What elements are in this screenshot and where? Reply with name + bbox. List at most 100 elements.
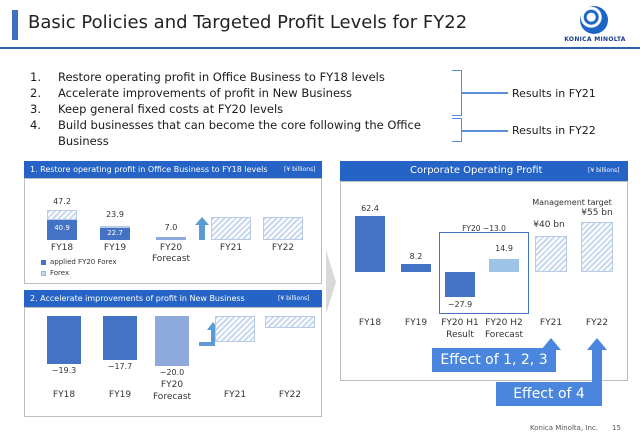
office-up-arrow-icon: [195, 217, 209, 225]
new-fy21-label: FY21: [223, 390, 247, 400]
office-fy18-value: 47.2: [53, 197, 71, 206]
new-fy18-value: −19.3: [51, 366, 77, 375]
corp-fy18-label: FY18: [358, 318, 382, 328]
corp-fy21-label: FY21: [539, 318, 563, 328]
policy-text: Restore operating profit in Office Busin…: [58, 70, 385, 84]
office-fy19-label: FY19: [103, 243, 127, 253]
new-arrow-vertical: [211, 330, 215, 346]
new-fy21-bar: [215, 316, 255, 342]
corp-fy22-value: ¥55 bn: [581, 208, 613, 218]
policy-number: 3.: [30, 102, 41, 116]
panel-new-chart: −19.3 FY18 −17.7 FY19 −20.0 FY20 Forecas…: [24, 307, 322, 417]
policy-item-4: 4. Build businesses that can become the c…: [30, 118, 421, 132]
panel-connector-chevron-icon: [326, 250, 336, 314]
panel-office-chart: 47.2 40.9 FY18 23.9 22.7 FY19 7.0 FY20 F…: [24, 178, 322, 284]
logo-globe-icon: [580, 6, 608, 34]
corp-fy19-label: FY19: [404, 318, 428, 328]
office-fy20-bar: [156, 237, 186, 240]
panel-corp-title: Corporate Operating Profit: [410, 165, 543, 176]
new-fy20-label: FY20: [160, 380, 184, 390]
new-fy20-value: −20.0: [159, 368, 185, 377]
office-fy22-label: FY22: [271, 243, 295, 253]
new-fy22-label: FY22: [278, 390, 302, 400]
effect-123-box: Effect of 1, 2, 3: [432, 348, 556, 372]
panel-corp-chart: 62.4 FY18 8.2 FY19 FY20 −13.0 −27.9 FY20…: [340, 181, 628, 381]
panel-new-unit: [¥ billions]: [278, 295, 310, 302]
office-arrow-shaft: [199, 225, 205, 240]
panel-office-title: 1. Restore operating profit in Office Bu…: [30, 165, 268, 174]
office-fy18-forex-bar: [47, 210, 77, 220]
policy-item-1: 1. Restore operating profit in Office Bus…: [30, 70, 385, 84]
footer-company: Konica Minolta, Inc.: [530, 424, 598, 432]
policy-text: Accelerate improvements of profit in New…: [58, 86, 353, 100]
corp-fy20-total: FY20 −13.0: [462, 224, 506, 233]
office-fy21-bar: [211, 217, 251, 240]
corp-h1-bar: [445, 272, 475, 297]
title-accent-bar: [12, 10, 18, 40]
new-fy19-label: FY19: [108, 390, 132, 400]
office-fy20-label: FY20: [159, 243, 183, 253]
new-fy19-bar: [103, 316, 137, 360]
office-fy21-label: FY21: [219, 243, 243, 253]
header-divider: [0, 47, 640, 49]
corp-fy18-value: 62.4: [361, 204, 379, 213]
policy-item-4-continued: Business: [58, 134, 109, 148]
office-fy18-bar: [47, 220, 77, 240]
office-fy22-bar: [263, 217, 303, 240]
panel-office-header: 1. Restore operating profit in Office Bu…: [24, 161, 322, 178]
corp-fy18-bar: [355, 216, 385, 272]
results-fy22-label: Results in FY22: [512, 124, 596, 137]
effect4-arrow-shaft: [592, 350, 602, 384]
bracket-fy21: [452, 70, 462, 116]
panel-corp-header: Corporate Operating Profit [¥ billions]: [340, 161, 628, 181]
corp-h1-label-2: Result: [446, 330, 474, 340]
slide-header: Basic Policies and Targeted Profit Level…: [0, 0, 640, 50]
bracket-fy22: [452, 118, 462, 142]
office-fy20-label-2: Forecast: [151, 254, 191, 264]
corp-fy19-value: 8.2: [409, 252, 423, 261]
corp-h2-label: FY20 H2: [485, 318, 523, 328]
policy-item-3: 3. Keep general fixed costs at FY20 level…: [30, 102, 283, 116]
panel-new-header: 2. Accelerate improvements of profit in …: [24, 290, 322, 307]
new-fy20-bar: [155, 316, 189, 366]
results-fy21-label: Results in FY21: [512, 87, 596, 100]
panel-new-title: 2. Accelerate improvements of profit in …: [30, 294, 245, 303]
bracket-line-fy22: [462, 130, 508, 132]
corp-h2-bar: [489, 259, 519, 272]
policy-number: 2.: [30, 86, 41, 100]
legend-applied-label: applied FY20 Forex: [50, 258, 117, 266]
corp-fy22-bar: [581, 222, 613, 272]
corp-h1-value: −27.9: [447, 300, 473, 309]
policy-text: Build businesses that can become the cor…: [58, 118, 421, 132]
panel-corp-unit: [¥ billions]: [588, 167, 620, 174]
company-logo: KONICA MINOLTA: [560, 6, 630, 44]
office-fy19-forex-bar: [100, 226, 130, 228]
corp-fy21-bar: [535, 236, 567, 272]
bracket-line-fy21: [462, 92, 508, 94]
page-title: Basic Policies and Targeted Profit Level…: [28, 12, 468, 33]
new-fy19-value: −17.7: [107, 362, 133, 371]
effect123-up-arrow-icon: [541, 338, 561, 350]
office-fy19-inner-value: 22.7: [107, 229, 123, 237]
office-fy20-value: 7.0: [164, 223, 178, 232]
corp-fy22-label: FY22: [585, 318, 609, 328]
new-fy18-label: FY18: [52, 390, 76, 400]
corp-fy19-bar: [401, 264, 431, 272]
effect-4-box: Effect of 4: [496, 382, 602, 406]
new-fy22-bar: [265, 316, 315, 328]
new-fy20-label-2: Forecast: [152, 392, 192, 402]
new-fy18-bar: [47, 316, 81, 364]
page-number: 15: [612, 424, 621, 432]
corp-fy21-value: ¥40 bn: [533, 220, 565, 230]
policy-item-2: 2. Accelerate improvements of profit in N…: [30, 86, 352, 100]
corp-mgmt-target-label: Management target: [532, 198, 612, 207]
policy-number: 4.: [30, 118, 41, 132]
office-fy18-inner-value: 40.9: [54, 224, 70, 232]
office-fy19-bar: [100, 228, 130, 240]
corp-h2-label-2: Forecast: [484, 330, 524, 340]
legend-forex-swatch: [41, 271, 46, 276]
legend-applied-swatch: [41, 260, 46, 265]
corp-h2-value: 14.9: [495, 244, 513, 253]
corp-fy20-frame: [439, 232, 529, 314]
policy-number: 1.: [30, 70, 41, 84]
